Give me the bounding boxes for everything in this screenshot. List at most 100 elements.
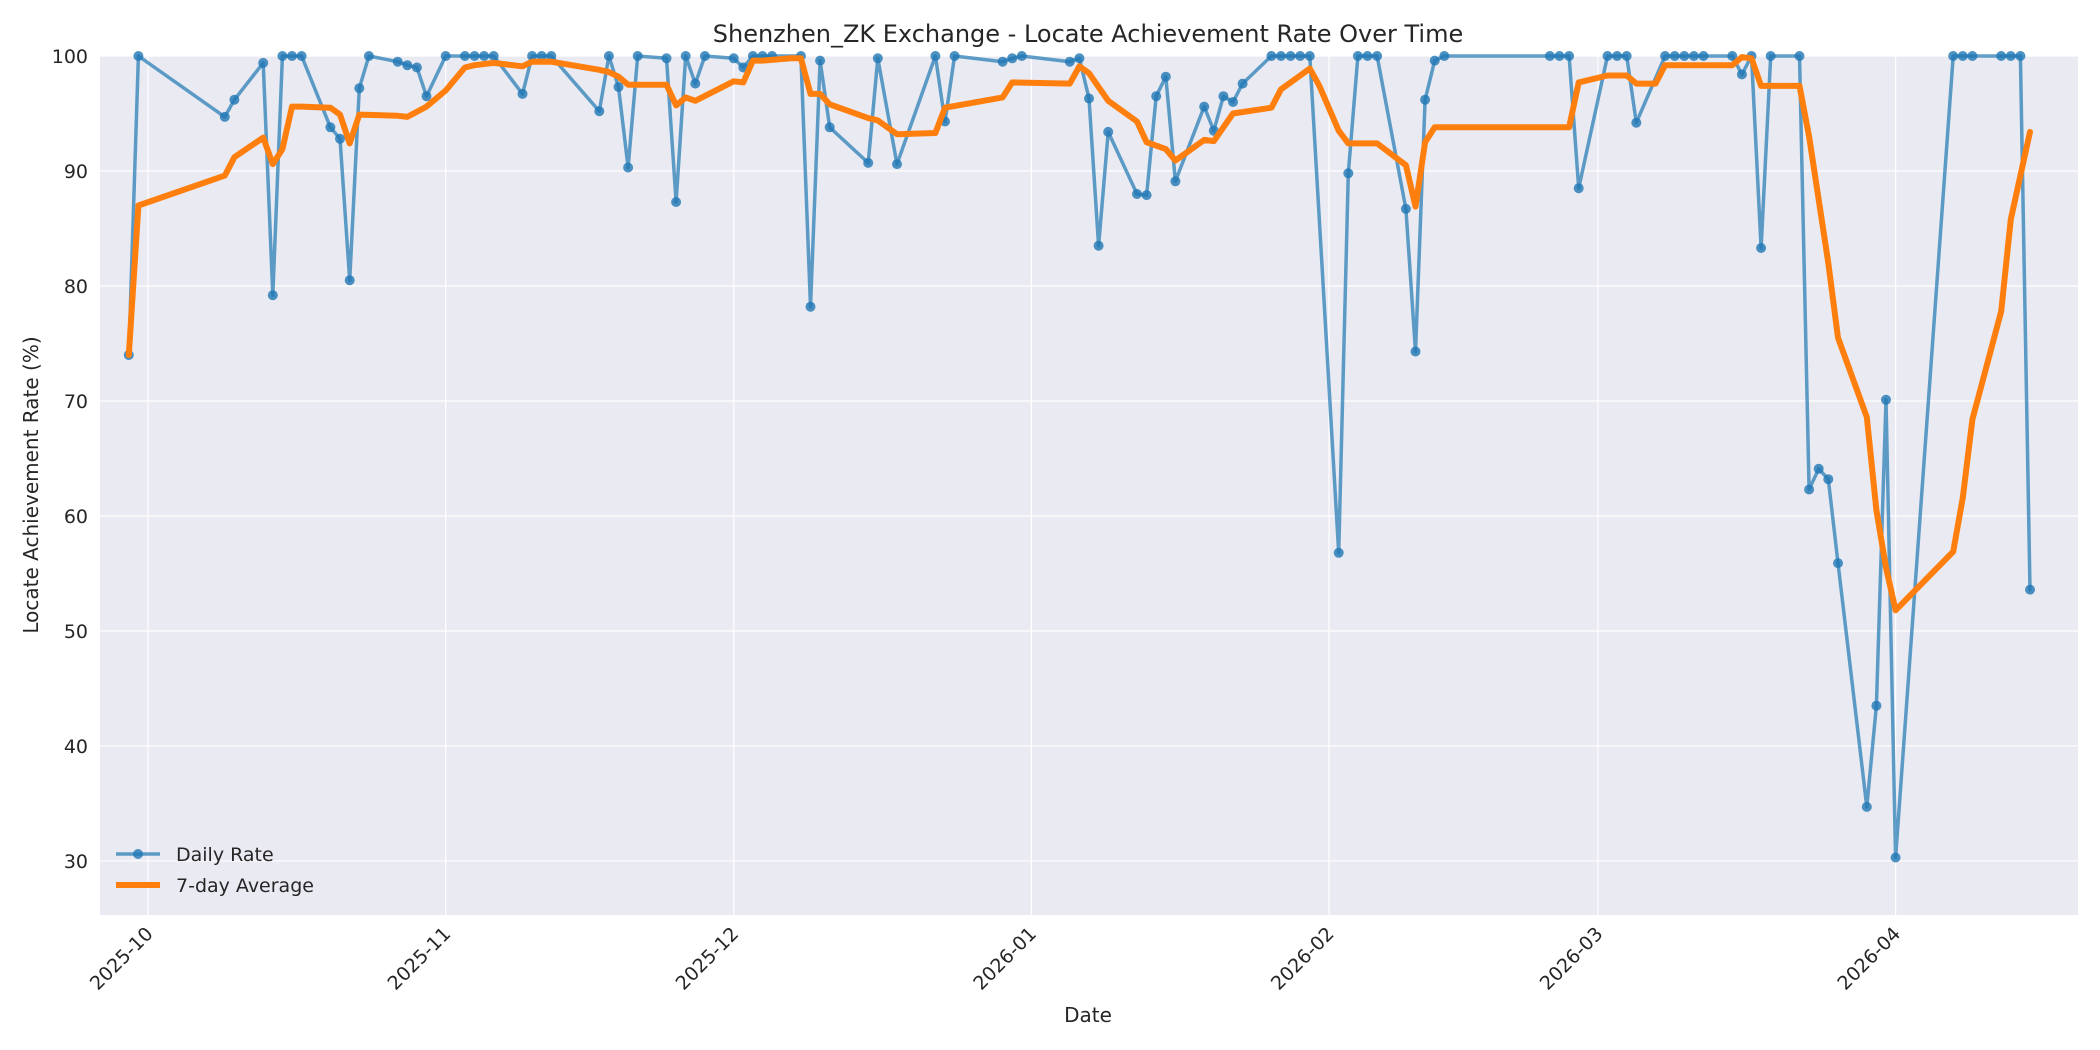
plot-area [100,56,2078,915]
daily-rate-point [1141,190,1152,201]
daily-rate-point [1660,51,1671,61]
daily-rate-point [363,51,374,61]
daily-rate-point [402,60,413,71]
daily-rate-point [1084,93,1094,104]
daily-rate-point [1429,55,1440,66]
daily-rate-point [1736,69,1747,80]
daily-rate-point [1266,51,1277,61]
daily-rate-point [219,111,230,122]
y-tick-label: 70 [64,391,88,413]
daily-rate-point [603,51,614,61]
daily-rate-point [469,51,480,61]
daily-rate-point [517,88,528,99]
daily-rate-point [1352,51,1363,61]
daily-rate-point [1794,51,1805,61]
daily-rate-point [997,56,1008,67]
daily-rate-point [1727,51,1738,61]
daily-rate-point [267,290,278,301]
daily-rate-point [354,83,365,94]
daily-rate-point [1698,51,1709,61]
daily-rate-point [1343,168,1354,179]
daily-rate-point [863,157,874,168]
daily-rate-point [1199,101,1210,112]
x-tick-label: 2025-12 [672,923,744,995]
daily-rate-point [1967,51,1978,61]
daily-rate-point [680,51,691,61]
daily-rate-point [1228,97,1238,107]
daily-rate-point [1276,51,1286,61]
daily-rate-point [1410,346,1421,357]
daily-rate-point [1890,852,1901,863]
daily-rate-point [1573,183,1584,194]
daily-rate-point [1996,51,2007,61]
y-tick-label: 100 [52,46,88,68]
daily-rate-point [824,122,835,133]
daily-rate-point [392,56,403,67]
daily-rate-point [1621,51,1632,61]
daily-rate-point [488,51,499,61]
series-layer [123,51,2035,863]
daily-rate-point [411,62,422,73]
daily-rate-point [892,159,902,170]
daily-rate-point [2005,51,2016,61]
daily-rate-point [1612,51,1623,61]
y-tick-label: 30 [64,851,88,873]
daily-rate-point [1285,51,1296,61]
daily-rate-point [1016,51,1027,61]
x-tick-label: 2025-11 [384,923,456,995]
x-tick-label: 2026-03 [1536,923,1608,995]
daily-rate-point [594,106,605,117]
daily-rate-point [277,51,288,61]
daily-rate-point [1833,558,1843,569]
daily-rate-point [1093,240,1104,251]
daily-rate-point [1881,394,1891,405]
legend-daily-marker [133,849,143,859]
daily-rate-point [1813,463,1824,474]
x-tick-label: 2026-04 [1833,923,1905,995]
y-tick-label: 40 [64,736,88,758]
daily-rate-point [1074,53,1085,64]
y-tick-label: 50 [64,621,88,643]
daily-rate-point [815,55,826,66]
daily-rate-point [872,53,883,64]
daily-rate-point [344,275,355,286]
daily-rate-point [1871,700,1882,711]
daily-rate-point [1957,51,1968,61]
daily-rate-point [671,197,682,207]
chart-title: Shenzhen_ZK Exchange - Locate Achievemen… [713,20,1464,48]
daily-rate-point [1688,51,1699,61]
daily-rate-point [527,51,538,61]
daily-rate-point [258,57,269,68]
daily-rate-point [1064,56,1075,67]
legend-average-label: 7-day Average [176,875,314,897]
daily-rate-point [1295,51,1306,61]
daily-rate-point [1602,51,1613,61]
daily-rate-point [1756,243,1767,253]
daily-rate-point [699,51,710,61]
x-tick-label: 2026-01 [969,923,1041,995]
daily-rate-point [623,162,634,173]
grid [100,55,2078,915]
daily-rate-point [1439,51,1450,61]
daily-rate-point [1372,51,1383,61]
daily-rate-point [1400,203,1411,214]
daily-rate-point [459,51,470,61]
daily-rate-point [1362,51,1373,61]
daily-rate-point [1304,51,1315,61]
daily-rate-point [930,51,941,61]
daily-rate-point [1007,53,1018,64]
daily-rate-point [1151,91,1162,102]
daily-rate-point [805,301,816,312]
daily-rate-point [296,51,307,61]
daily-rate-point [1765,51,1776,61]
x-tick-label: 2025-10 [86,923,158,995]
daily-rate-point [1170,176,1181,187]
daily-rate-point [690,78,701,89]
daily-rate-point [421,91,432,102]
daily-rate-point [1554,51,1565,61]
y-tick-label: 90 [64,161,88,183]
daily-rate-point [1823,474,1834,485]
daily-rate-point [2015,51,2026,61]
daily-rate-point [1218,91,1229,102]
